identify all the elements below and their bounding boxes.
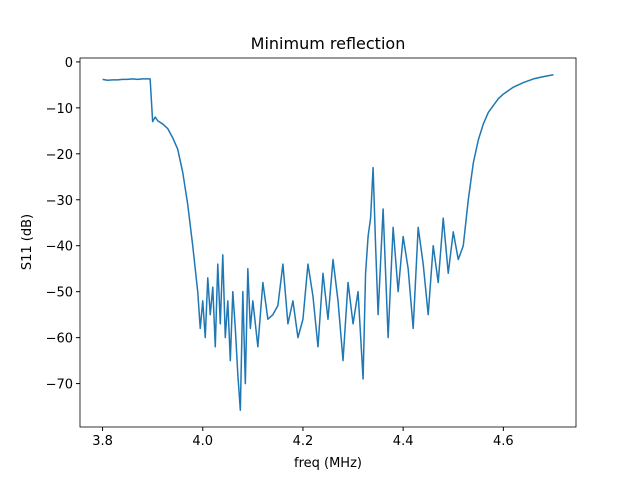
y-tick-label: −60 <box>46 332 73 347</box>
y-axis-label: S11 (dB) <box>20 214 35 270</box>
x-tick-label: 4.6 <box>493 434 514 449</box>
x-tick-label: 4.4 <box>393 434 414 449</box>
y-tick-label: −70 <box>46 378 73 393</box>
x-tick-label: 4.0 <box>192 434 213 449</box>
y-tick-label: −20 <box>46 148 73 163</box>
y-tick-label: −10 <box>46 102 73 117</box>
x-tick-label: 3.8 <box>92 434 113 449</box>
y-tick-label: −50 <box>46 286 73 301</box>
y-tick-label: −40 <box>46 240 73 255</box>
data-line <box>102 74 554 411</box>
plot-frame <box>79 57 577 428</box>
x-axis-label: freq (MHz) <box>294 456 362 471</box>
y-tick-label: 0 <box>65 56 73 71</box>
x-tick-label: 4.2 <box>293 434 314 449</box>
chart-title: Minimum reflection <box>251 34 406 53</box>
y-tick-label: −30 <box>46 194 73 209</box>
